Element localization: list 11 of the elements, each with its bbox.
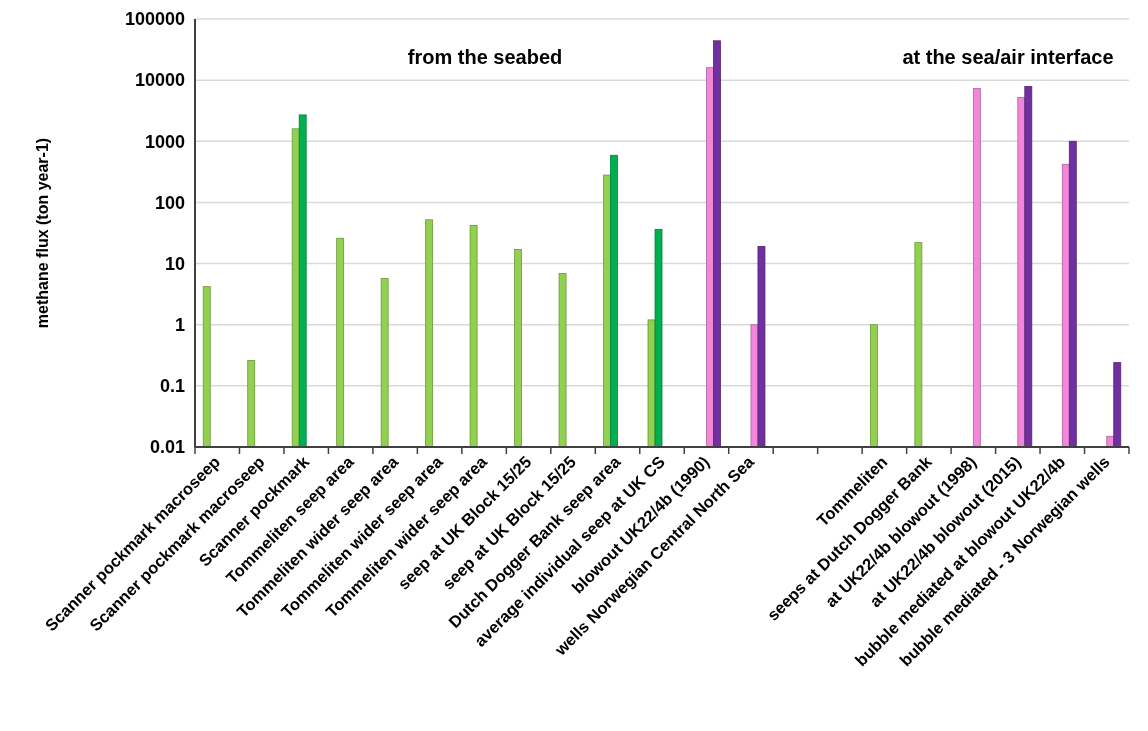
y-tick-label: 0.01: [149, 437, 185, 458]
y-tick-label: 100: [154, 192, 185, 213]
y-tick-label: 10000: [134, 70, 185, 91]
y-tick-label: 100000: [124, 9, 185, 30]
annotation: from the seabed: [407, 46, 563, 68]
y-tick-label: 10: [164, 253, 185, 274]
y-tick-label: 1: [174, 315, 185, 336]
annotation: at the sea/air interface: [902, 46, 1114, 68]
y-tick-label: 0.1: [159, 376, 185, 397]
y-tick-label: 1000: [144, 131, 185, 152]
y-axis-title: methane flux (ton year-1): [34, 137, 51, 329]
